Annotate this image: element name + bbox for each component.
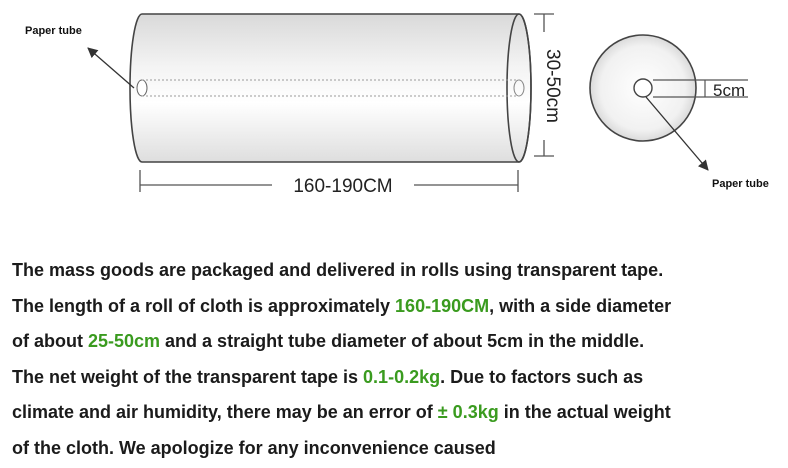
diameter-dimension	[534, 13, 554, 157]
diameter-label: 30-50cm	[542, 49, 563, 123]
paper-tube-label-right: Paper tube	[712, 178, 769, 190]
description-line: climate and air humidity, there may be a…	[12, 402, 671, 422]
roll-dimension-diagram: Paper tube 160-190CM 30-50cm 5cm Paper t…	[25, 13, 769, 197]
weight-highlight: 0.1-0.2kg	[363, 366, 441, 387]
error-highlight: ± 0.3kg	[437, 402, 499, 422]
description-line: The length of a roll of cloth is approxi…	[12, 295, 672, 316]
tube-dimension	[653, 79, 748, 98]
description-line: The net weight of the transparent tape i…	[12, 366, 644, 387]
description-line: The mass goods are packaged and delivere…	[12, 260, 664, 280]
description-line: of the cloth. We apologize for any incon…	[12, 437, 496, 458]
tube-hole	[633, 78, 653, 98]
diameter-highlight: 25-50cm	[87, 331, 161, 351]
description-text: The mass goods are packaged and delivere…	[12, 253, 782, 466]
tube-diameter-label: 5cm	[713, 81, 745, 100]
paper-tube-label-left: Paper tube	[25, 25, 82, 37]
inner-paper-tube	[142, 79, 519, 97]
roll-side-view	[129, 13, 532, 163]
roll-end-view	[589, 34, 697, 142]
description-line: of about 25-50cm and a straight tube dia…	[12, 331, 645, 351]
length-dimension	[139, 170, 519, 192]
length-highlight: 160-190CM	[395, 295, 490, 316]
length-label: 160-190CM	[293, 176, 392, 197]
